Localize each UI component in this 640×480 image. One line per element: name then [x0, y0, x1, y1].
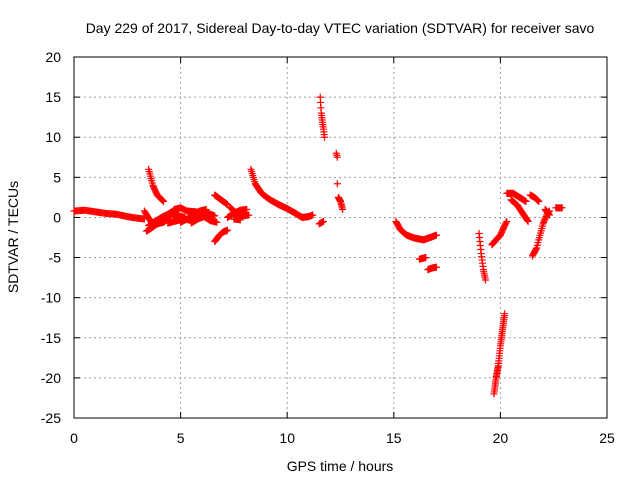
data-point: [211, 212, 219, 220]
x-tick-label: 25: [599, 430, 615, 446]
data-point: [245, 211, 253, 219]
data-point: [540, 218, 548, 226]
y-tick-label: 10: [45, 129, 61, 145]
data-point: [503, 217, 511, 225]
data-point: [539, 220, 547, 228]
data-point: [501, 310, 509, 318]
y-tick-label: 15: [45, 89, 61, 105]
data-point: [544, 209, 552, 217]
y-axis-label: SDTVAR / TECUs: [5, 181, 21, 293]
y-tick-label: -15: [41, 330, 61, 346]
data-point: [545, 211, 553, 219]
data-point: [541, 214, 549, 222]
data-point: [321, 133, 329, 141]
grid-lines: [74, 57, 607, 418]
y-tick-label: -5: [49, 250, 62, 266]
data-point: [339, 205, 347, 213]
data-point: [481, 276, 489, 284]
data-point: [541, 215, 549, 223]
data-point: [333, 153, 341, 161]
y-tick-label: -10: [41, 290, 61, 306]
data-point: [540, 217, 548, 225]
y-tick-label: 0: [53, 209, 61, 225]
y-tick-label: -20: [41, 370, 61, 386]
data-point: [558, 204, 566, 212]
data-point: [236, 216, 244, 224]
data-point: [158, 196, 166, 204]
data-point: [422, 254, 430, 262]
data-point: [432, 231, 440, 239]
data-point: [159, 197, 167, 205]
data-point: [224, 226, 232, 234]
data-point: [333, 180, 341, 188]
data-point: [243, 205, 251, 213]
y-tick-label: 20: [45, 49, 61, 65]
data-point: [524, 217, 532, 225]
x-tick-label: 5: [177, 430, 185, 446]
data-point: [535, 197, 543, 205]
data-point: [432, 263, 440, 271]
data-point: [545, 210, 553, 218]
data-point: [522, 197, 530, 205]
x-axis-label: GPS time / hours: [287, 458, 394, 474]
axis-ticks: 0 5 10 15 20 25 20 15 10 5 0 -5 -10 -15 -20 -25: [41, 49, 615, 446]
plot-frame: [73, 56, 608, 419]
x-tick-label: 15: [386, 430, 402, 446]
y-tick-label: -25: [41, 410, 61, 426]
y-tick-label: 5: [53, 169, 61, 185]
data-point: [160, 197, 168, 205]
data-point: [319, 217, 327, 225]
data-point: [309, 211, 317, 219]
x-tick-label: 0: [70, 430, 78, 446]
x-tick-label: 10: [279, 430, 295, 446]
data-point: [213, 218, 221, 226]
data-point: [524, 217, 532, 225]
data-point: [532, 245, 540, 253]
data-point: [502, 219, 510, 227]
x-tick-label: 20: [493, 430, 509, 446]
chart-title: Day 229 of 2017, Sidereal Day-to-day VTE…: [86, 20, 595, 36]
data-points: [70, 93, 566, 398]
